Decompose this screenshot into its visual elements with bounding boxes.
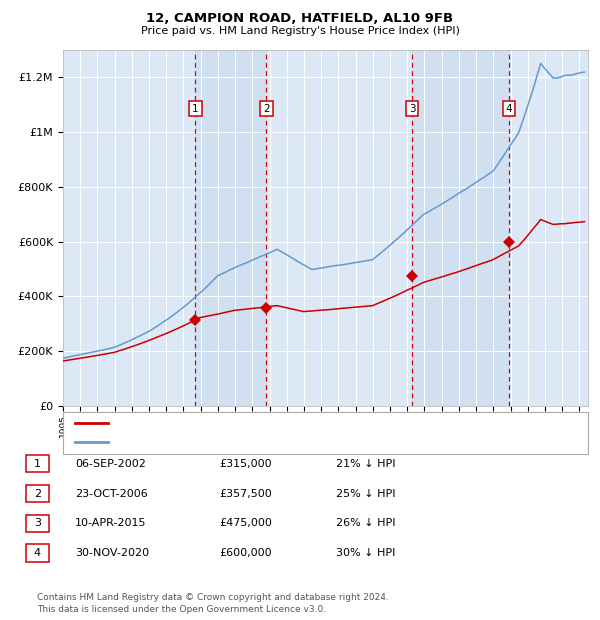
- Text: 4: 4: [34, 548, 41, 558]
- Text: 1: 1: [192, 104, 199, 113]
- Text: 2: 2: [34, 489, 41, 498]
- Text: 2: 2: [263, 104, 269, 113]
- Text: 26% ↓ HPI: 26% ↓ HPI: [336, 518, 395, 528]
- Text: £315,000: £315,000: [219, 459, 272, 469]
- Text: Price paid vs. HM Land Registry's House Price Index (HPI): Price paid vs. HM Land Registry's House …: [140, 26, 460, 36]
- Text: 3: 3: [34, 518, 41, 528]
- Text: 12, CAMPION ROAD, HATFIELD, AL10 9FB (detached house): 12, CAMPION ROAD, HATFIELD, AL10 9FB (de…: [112, 418, 421, 428]
- Text: Contains HM Land Registry data © Crown copyright and database right 2024.
This d: Contains HM Land Registry data © Crown c…: [37, 593, 389, 614]
- Text: £600,000: £600,000: [219, 548, 272, 558]
- Text: 25% ↓ HPI: 25% ↓ HPI: [336, 489, 395, 498]
- Text: 30% ↓ HPI: 30% ↓ HPI: [336, 548, 395, 558]
- Text: HPI: Average price, detached house, Welwyn Hatfield: HPI: Average price, detached house, Welw…: [112, 437, 389, 447]
- Text: £357,500: £357,500: [219, 489, 272, 498]
- Text: 4: 4: [506, 104, 512, 113]
- Text: 10-APR-2015: 10-APR-2015: [75, 518, 146, 528]
- Text: £475,000: £475,000: [219, 518, 272, 528]
- Bar: [412, 50, 509, 406]
- Bar: [196, 50, 266, 406]
- Text: 3: 3: [409, 104, 415, 113]
- Text: 1: 1: [34, 459, 41, 469]
- Text: 12, CAMPION ROAD, HATFIELD, AL10 9FB: 12, CAMPION ROAD, HATFIELD, AL10 9FB: [146, 12, 454, 25]
- Text: 06-SEP-2002: 06-SEP-2002: [75, 459, 146, 469]
- Text: 30-NOV-2020: 30-NOV-2020: [75, 548, 149, 558]
- Text: 21% ↓ HPI: 21% ↓ HPI: [336, 459, 395, 469]
- Text: 23-OCT-2006: 23-OCT-2006: [75, 489, 148, 498]
